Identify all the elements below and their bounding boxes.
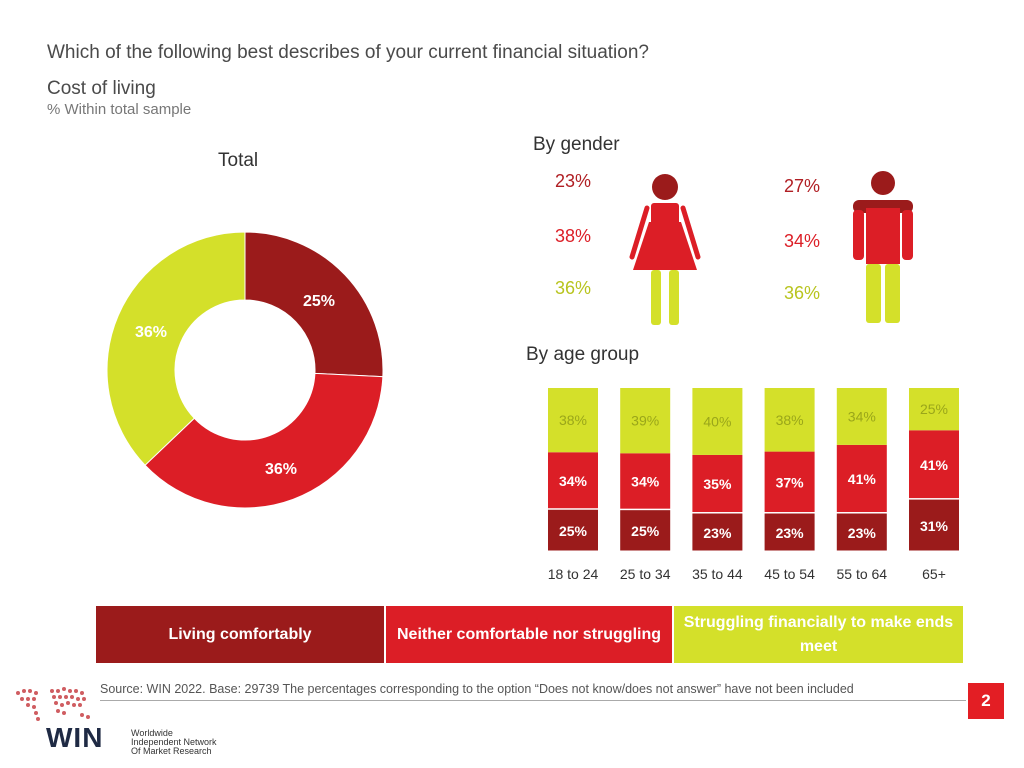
source-text: The percentages corresponding to the opt… — [279, 682, 854, 696]
bar-segment-comfortable — [548, 509, 598, 551]
male-struggling-pct: 36% — [784, 283, 821, 303]
bar-segment-neither — [909, 430, 959, 499]
bar-segment-struggling — [692, 388, 743, 455]
legend-struggling: Struggling financially to make ends meet — [674, 606, 963, 663]
source-prefix: Source: WIN 2022. Base: 29739 — [100, 682, 280, 696]
bar-label-neither: 34% — [559, 473, 588, 489]
bar-segment-comfortable — [836, 513, 887, 551]
tagline-line-3: Of Market Research — [131, 746, 212, 756]
donut-label-comfortable: 25% — [303, 293, 335, 310]
source-note: Source: WIN 2022. Base: 29739 The percen… — [100, 682, 854, 696]
age-title: By age group — [526, 344, 640, 365]
female-figure-icon — [629, 174, 701, 325]
gender-title: By gender — [533, 134, 620, 155]
bar-label-neither: 41% — [848, 471, 877, 487]
bar-segment-struggling — [620, 388, 671, 454]
page-subtitle: Cost of living — [47, 78, 156, 99]
bar-label-struggling: 25% — [920, 401, 948, 417]
bar-label-neither: 34% — [631, 474, 660, 490]
page-number: 2 — [968, 683, 1004, 719]
age-axis-label: 25 to 34 — [619, 566, 671, 582]
bar-segment-struggling — [548, 388, 598, 453]
donut-label-neither: 36% — [265, 461, 297, 478]
bar-label-struggling: 38% — [559, 412, 587, 428]
legend-neither: Neither comfortable nor struggling — [386, 606, 672, 663]
age-axis-label: 45 to 54 — [764, 566, 815, 582]
male-neither-pct: 34% — [784, 231, 821, 251]
bar-label-struggling: 38% — [776, 412, 804, 428]
bar-label-struggling: 34% — [848, 408, 876, 424]
bar-label-comfortable: 31% — [920, 518, 949, 534]
bar-segment-comfortable — [620, 510, 671, 551]
page-title: Which of the following best describes of… — [47, 42, 649, 63]
legend-comfortable: Living comfortably — [96, 606, 384, 663]
donut-title: Total — [218, 150, 259, 171]
divider — [100, 700, 966, 701]
bar-segment-comfortable — [692, 513, 743, 551]
tagline-line-1: Worldwide — [131, 728, 173, 738]
bar-segment-neither — [692, 454, 743, 513]
bar-label-comfortable: 25% — [559, 523, 588, 539]
world-map-dots-icon — [16, 687, 90, 721]
logo-tagline: Worldwide Independent Network Of Market … — [131, 729, 217, 756]
bar-segment-comfortable — [909, 499, 959, 551]
age-axis-label: 35 to 44 — [692, 566, 743, 582]
bar-segment-neither — [548, 452, 598, 509]
bar-segment-struggling — [764, 388, 815, 452]
sample-note: % Within total sample — [47, 101, 192, 118]
bar-label-struggling: 39% — [631, 413, 659, 429]
female-comfortable-pct: 23% — [555, 171, 592, 191]
donut-slice-struggling — [106, 231, 246, 466]
age-stacked-bar-chart: 25% 34% 38% 25% 34% 39% 23% 35% 40% 23% 37% 38% 23% 4… — [548, 388, 959, 551]
donut-slice-comfortable — [244, 231, 384, 378]
donut-chart: 25% 36% 36% — [106, 231, 384, 509]
bar-label-neither: 35% — [703, 476, 732, 492]
bar-segment-comfortable — [764, 513, 815, 551]
bar-segment-neither — [836, 444, 887, 513]
age-axis-label: 55 to 64 — [836, 566, 888, 582]
bar-label-comfortable: 23% — [703, 525, 732, 541]
bar-segment-neither — [620, 453, 671, 509]
win-logo: WIN — [46, 722, 104, 753]
bar-label-neither: 41% — [920, 457, 949, 473]
age-axis-label: 65+ — [922, 566, 946, 582]
female-neither-pct: 38% — [555, 226, 592, 246]
bar-segment-struggling — [836, 388, 887, 445]
bar-label-comfortable: 25% — [631, 523, 660, 539]
age-axis-label: 18 to 24 — [547, 566, 599, 582]
donut-slice-neither — [144, 372, 384, 509]
female-struggling-pct: 36% — [555, 278, 592, 298]
bar-segment-neither — [764, 451, 815, 513]
bar-segment-struggling — [909, 388, 959, 431]
bar-label-comfortable: 23% — [776, 525, 805, 541]
tagline-line-2: Independent Network — [131, 737, 217, 747]
male-figure-icon — [853, 171, 913, 323]
bar-label-comfortable: 23% — [848, 525, 877, 541]
male-comfortable-pct: 27% — [784, 176, 821, 196]
bar-label-neither: 37% — [776, 475, 805, 491]
bar-label-struggling: 40% — [703, 413, 731, 429]
donut-label-struggling: 36% — [135, 324, 167, 341]
